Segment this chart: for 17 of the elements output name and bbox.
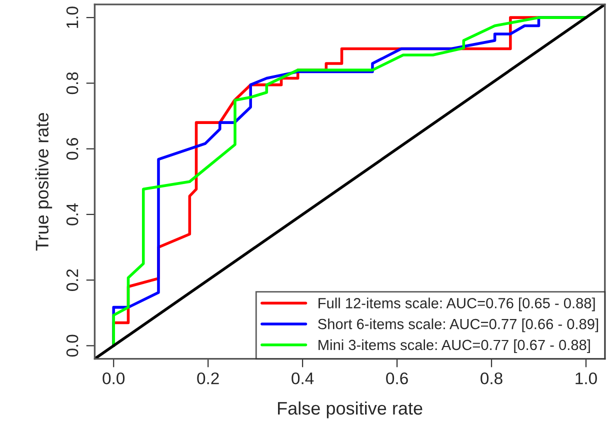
y-tick-label: 0.6 [66,138,78,160]
y-tick-label: 0.2 [66,269,78,292]
y-tick-label: 0.0 [66,334,78,357]
y-tick-label: 0.4 [66,203,78,226]
x-tick-label: 0.8 [480,372,502,384]
y-tick-label: 1.0 [66,6,78,28]
legend-label: Short 6-items scale: AUC=0.77 [0.66 - 0.89] [318,318,598,332]
legend-label: Mini 3-items scale: AUC=0.77 [0.67 - 0.88] [318,339,590,353]
x-tick-label: 0.2 [197,372,219,384]
x-tick-label: 0.4 [292,372,314,384]
x-tick-label: 0.6 [386,372,408,384]
x-tick-label: 0.0 [102,372,125,384]
legend-label: Full 12-items scale: AUC=0.76 [0.65 - 0.88] [318,298,595,312]
x-axis-title: False positive rate [278,401,422,418]
x-tick-label: 1.0 [576,372,597,384]
y-tick-label: 0.8 [66,72,78,94]
y-axis-title: True positive rate [35,113,52,251]
